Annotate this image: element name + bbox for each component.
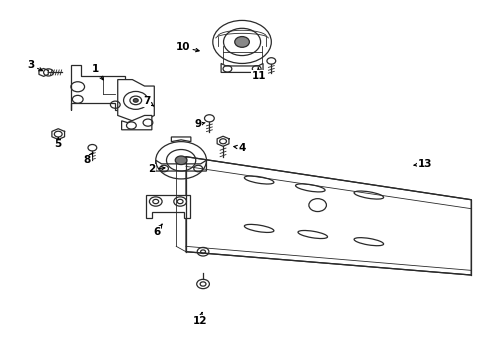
Polygon shape	[221, 63, 263, 72]
Polygon shape	[146, 195, 189, 218]
Text: 8: 8	[84, 152, 93, 165]
Polygon shape	[156, 160, 206, 171]
Circle shape	[133, 99, 138, 102]
Text: 12: 12	[192, 312, 206, 325]
Text: 9: 9	[194, 120, 204, 129]
Polygon shape	[171, 137, 190, 141]
Text: 4: 4	[233, 143, 245, 153]
Text: 13: 13	[413, 159, 431, 169]
Circle shape	[234, 37, 249, 47]
Text: 1: 1	[92, 64, 103, 80]
Polygon shape	[185, 157, 470, 275]
Circle shape	[175, 156, 186, 165]
Text: 5: 5	[55, 138, 61, 149]
Text: 11: 11	[251, 68, 266, 81]
Text: 6: 6	[153, 224, 162, 237]
Text: 7: 7	[143, 96, 153, 106]
Polygon shape	[122, 116, 152, 130]
Text: 3: 3	[27, 60, 42, 71]
Polygon shape	[71, 65, 125, 110]
Text: 2: 2	[148, 164, 164, 174]
Text: 10: 10	[175, 42, 199, 52]
Polygon shape	[118, 80, 154, 121]
